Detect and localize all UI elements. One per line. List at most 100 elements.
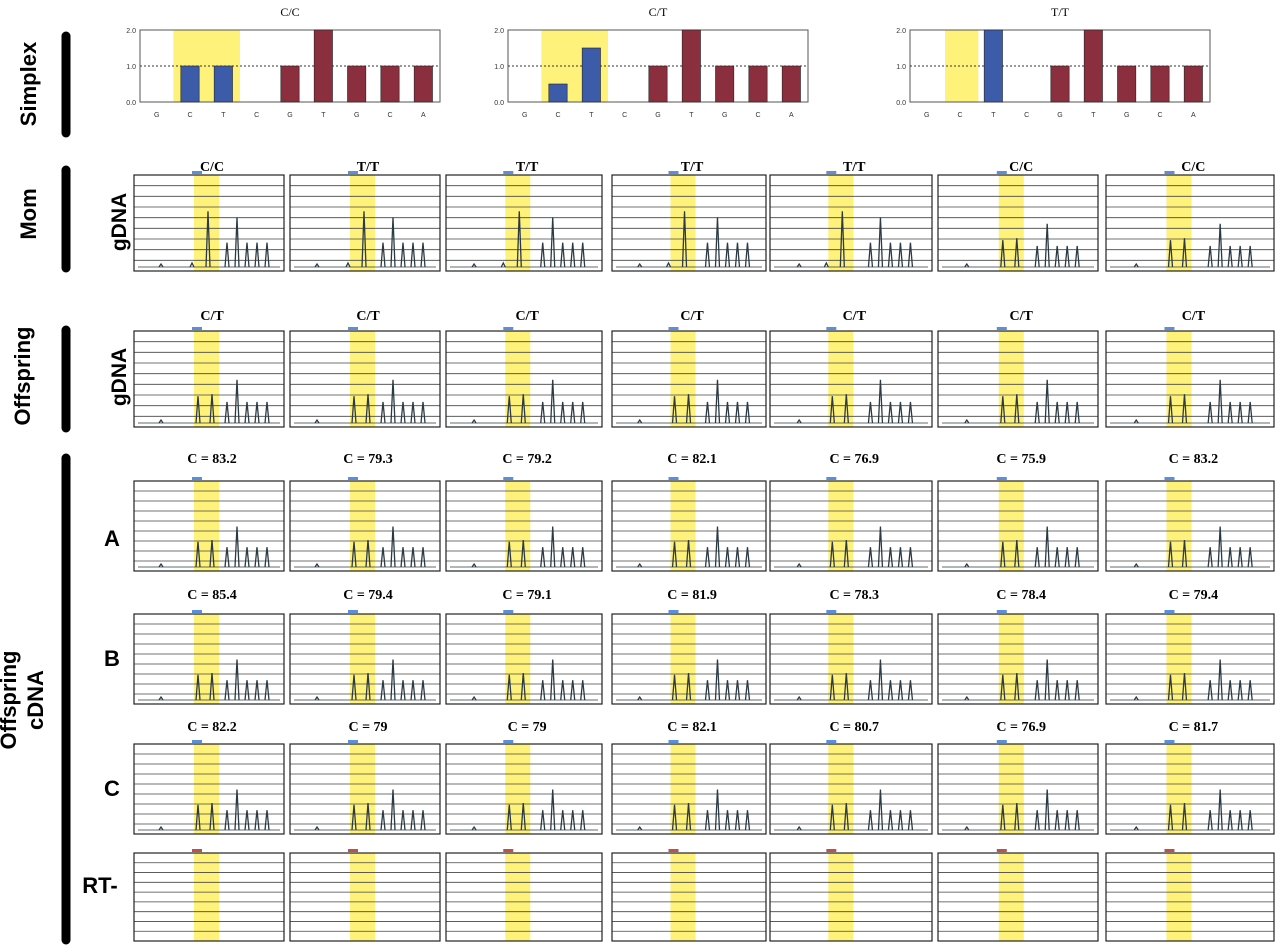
pyrogram-panel: C/C — [1105, 160, 1275, 272]
pyrogram-peak — [907, 547, 914, 568]
pyrogram-marker — [192, 327, 202, 330]
pyrogram-peak — [351, 674, 357, 701]
pyrogram-peak — [390, 526, 396, 568]
pyrogram-frame — [769, 743, 933, 835]
pyrogram-peak — [1237, 401, 1243, 424]
pyrogram-peak — [1227, 680, 1233, 701]
pyrogram-peak — [1034, 401, 1040, 424]
pyrogram-peak — [887, 547, 894, 568]
simplex-ytick: 1.0 — [494, 64, 504, 71]
pyrogram-peak — [506, 674, 512, 701]
simplex-ytick: 0.0 — [896, 100, 906, 107]
simplex-xtick: G — [154, 112, 159, 119]
pyrogram-title: C/C — [1181, 160, 1205, 175]
pyrogram-frame — [937, 743, 1099, 835]
pyrogram-peak — [887, 242, 894, 268]
pyrogram-frame — [133, 174, 285, 272]
pyrogram-highlight — [1166, 614, 1192, 704]
simplex-bar — [681, 29, 701, 103]
pyrogram-peak — [264, 680, 270, 701]
pyrogram-peak — [224, 547, 230, 568]
pyrogram-marker — [826, 610, 837, 613]
pyrogram-panel: C/C — [937, 160, 1099, 272]
pyrogram-peak — [570, 547, 576, 568]
pyrogram-peak — [570, 242, 576, 268]
pyrogram-highlight — [670, 481, 696, 571]
pyrogram-peak — [744, 810, 751, 831]
simplex-ytick: 2.0 — [494, 28, 504, 35]
pyrogram-marker — [826, 740, 837, 743]
pyrogram-highlight — [828, 853, 854, 941]
pyrogram-title: C/T — [843, 309, 867, 324]
pyrogram-peak — [877, 217, 884, 268]
pyrogram-peak — [1044, 223, 1050, 268]
simplex-bar — [581, 47, 601, 103]
pyrogram-peak — [420, 401, 426, 424]
pyrogram-peak — [637, 262, 643, 268]
pyrogram-panel: C = 85.4 — [133, 588, 285, 705]
pyrogram-marker — [1164, 327, 1175, 330]
pyrogram-peak — [158, 262, 164, 268]
pyrogram-marker — [668, 740, 679, 743]
pyrogram-frame — [445, 743, 603, 835]
pyrogram-peak — [205, 211, 211, 268]
simplex-xtick: A — [421, 112, 426, 119]
pyrogram-highlight — [194, 614, 219, 704]
pyrogram-peak — [365, 394, 371, 424]
pyrogram-frame — [133, 613, 285, 705]
pyrogram-title: C = 79.4 — [343, 588, 393, 603]
pyrogram-peak — [681, 211, 688, 268]
pyrogram-highlight — [350, 853, 375, 941]
pyrogram-peak — [867, 401, 874, 424]
pyrogram-peak — [390, 659, 396, 701]
simplex-xtick: T — [689, 112, 694, 119]
pyrogram-peak — [351, 804, 357, 831]
simplex-bar — [347, 65, 367, 103]
pyrogram-title: C = 76.9 — [829, 452, 879, 467]
simplex-bar — [1050, 65, 1070, 103]
simplex-bar — [1183, 65, 1203, 103]
pyrogram-highlight — [670, 744, 696, 834]
pyrogram-peak — [796, 418, 802, 424]
pyrogram-peak — [724, 547, 731, 568]
pyrogram-peak — [520, 539, 526, 568]
pyrogram-peak — [1217, 659, 1223, 701]
simplex-bar — [280, 65, 300, 103]
pyrogram-peak — [244, 680, 250, 701]
pyrogram-peak — [580, 401, 586, 424]
pyrogram-peak — [234, 217, 240, 268]
pyrogram-peak — [1217, 526, 1223, 568]
pyrogram-marker — [1164, 477, 1175, 480]
pyrogram-peak — [843, 539, 849, 568]
pyrogram-peak — [351, 396, 357, 424]
pyrogram-marker — [668, 610, 679, 613]
pyrogram-peak — [158, 562, 164, 568]
pyrogram-peak — [580, 547, 586, 568]
pyrogram-peak — [1044, 659, 1050, 701]
pyrogram-peak — [714, 659, 721, 701]
pyrogram-highlight — [1166, 744, 1192, 834]
simplex-ytick: 2.0 — [896, 28, 906, 35]
pyrogram-title: C = 79.3 — [343, 452, 393, 467]
pyrogram-title: T/T — [681, 160, 704, 175]
pyrogram-highlight — [505, 744, 531, 834]
pyrogram-frame — [937, 613, 1099, 705]
pyrogram-peak — [520, 672, 526, 701]
pyrogram-frame — [611, 480, 767, 572]
pyrogram-peak — [823, 261, 829, 268]
pyrogram-panel — [133, 849, 285, 942]
pyrogram-peak — [580, 242, 586, 268]
pyrogram-peak — [685, 672, 692, 701]
pyrogram-peak — [560, 680, 566, 701]
simplex-xtick: C — [187, 112, 192, 119]
pyrogram-row-mom-gdna: C/C T/T T/T T/T T/T C/C C/C — [133, 160, 1275, 272]
pyrogram-marker — [192, 610, 202, 613]
pyrogram-frame — [289, 743, 441, 835]
pyrogram-peak — [734, 680, 741, 701]
pyrogram-marker — [996, 477, 1007, 480]
simplex-bar — [781, 65, 801, 103]
pyrogram-title: C/C — [1009, 160, 1033, 175]
pyrogram-peak — [877, 789, 884, 831]
simplex-xtick: C — [1024, 112, 1029, 119]
pyrogram-peak — [1014, 394, 1020, 424]
